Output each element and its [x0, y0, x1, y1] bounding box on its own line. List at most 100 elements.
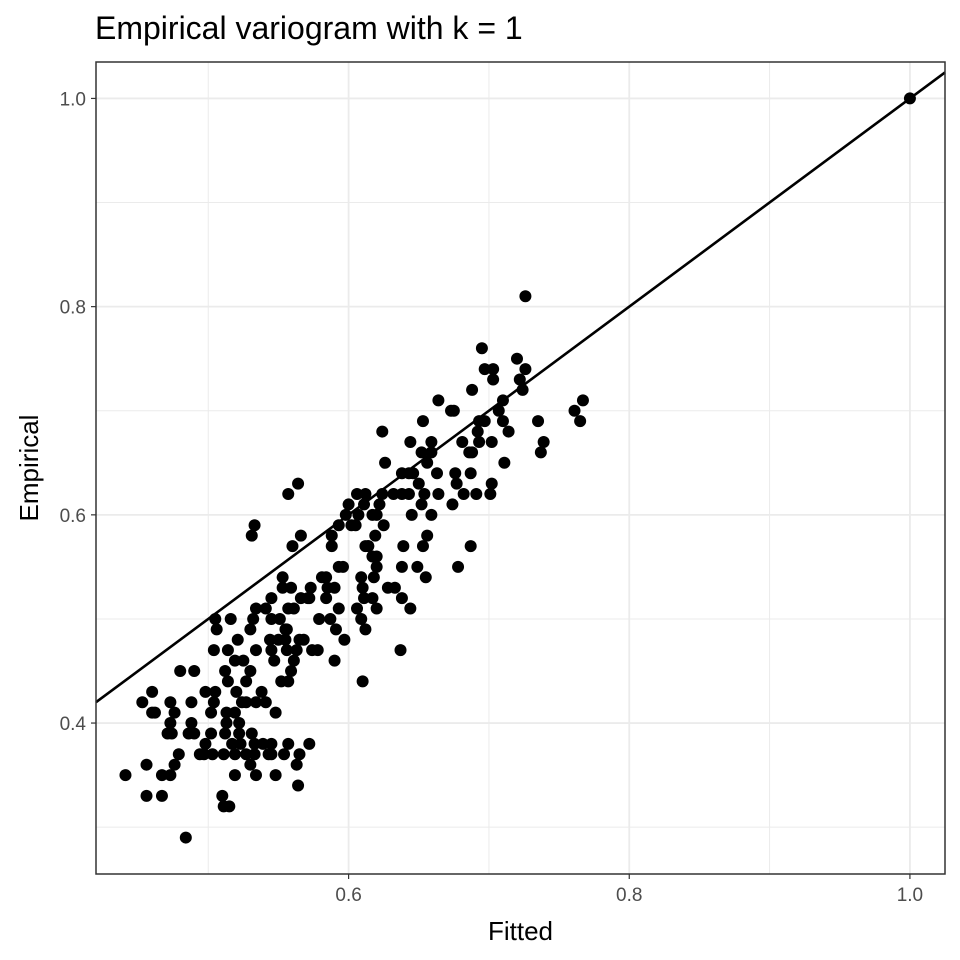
panel-border — [95, 61, 946, 875]
data-point — [249, 769, 262, 782]
data-point — [464, 467, 477, 480]
data-point — [304, 581, 317, 594]
data-point — [265, 592, 278, 605]
data-point — [487, 373, 500, 386]
x-tick-label: 0.8 — [616, 885, 642, 906]
data-point — [351, 602, 364, 615]
data-point — [282, 737, 295, 750]
data-point — [269, 769, 282, 782]
data-point — [259, 602, 272, 615]
data-point — [119, 769, 132, 782]
data-point — [193, 748, 206, 761]
data-point — [397, 540, 410, 553]
data-point — [320, 592, 333, 605]
data-point — [249, 696, 262, 709]
data-point — [473, 435, 486, 448]
data-point — [485, 477, 498, 490]
data-point — [280, 644, 293, 657]
data-point — [188, 727, 201, 740]
data-point — [285, 665, 298, 677]
y-axis-title: Empirical — [14, 415, 44, 522]
data-point — [328, 581, 341, 594]
data-point — [294, 529, 307, 542]
data-point — [223, 800, 236, 813]
data-point — [285, 581, 298, 594]
data-point — [359, 488, 372, 501]
data-point — [290, 758, 303, 771]
data-point — [356, 675, 369, 688]
data-point — [394, 644, 407, 657]
data-point — [574, 415, 587, 428]
data-point — [210, 623, 223, 636]
data-point — [421, 529, 434, 542]
data-point — [369, 529, 382, 542]
data-point — [164, 696, 177, 709]
data-point — [487, 363, 500, 376]
data-point — [256, 737, 269, 750]
data-point — [537, 435, 550, 448]
data-point — [404, 435, 417, 448]
x-tick-label: 0.6 — [335, 885, 361, 906]
data-point — [395, 560, 408, 573]
data-point — [293, 748, 306, 761]
data-point — [416, 415, 429, 428]
data-point — [519, 290, 532, 303]
chart-title: Empirical variogram with k = 1 — [95, 10, 523, 46]
data-point — [498, 456, 511, 469]
data-point — [233, 727, 246, 740]
data-point — [425, 508, 438, 521]
data-point — [320, 571, 333, 584]
data-point — [432, 394, 445, 407]
data-point — [903, 92, 916, 105]
data-point — [172, 748, 185, 761]
data-point — [199, 685, 212, 698]
data-point — [445, 404, 458, 417]
data-point — [359, 623, 372, 636]
data-point — [387, 488, 400, 501]
data-point — [351, 488, 364, 501]
data-point — [475, 342, 488, 355]
data-point — [446, 498, 459, 511]
data-point — [450, 477, 463, 490]
data-point — [373, 498, 386, 511]
data-point — [412, 477, 425, 490]
data-point — [297, 633, 310, 646]
data-point — [207, 696, 220, 709]
data-point — [355, 612, 368, 625]
data-point — [276, 571, 289, 584]
y-tick-label: 0.8 — [60, 298, 86, 319]
data-point — [339, 508, 352, 521]
data-point — [405, 508, 418, 521]
data-point — [419, 571, 432, 584]
data-point — [370, 560, 383, 573]
data-point — [325, 540, 338, 553]
data-point — [415, 498, 428, 511]
data-point — [388, 581, 401, 594]
data-point — [248, 737, 261, 750]
data-point — [352, 508, 365, 521]
data-point — [206, 748, 219, 761]
data-point — [240, 748, 253, 761]
data-point — [217, 748, 230, 761]
data-point — [164, 717, 177, 730]
data-point — [516, 383, 529, 396]
data-point — [478, 363, 491, 376]
data-point — [140, 789, 153, 802]
data-point — [228, 654, 241, 667]
data-point — [231, 633, 244, 646]
data-point — [255, 685, 268, 698]
data-point — [262, 748, 275, 761]
data-point — [265, 644, 278, 657]
data-point — [264, 633, 277, 646]
data-point — [230, 685, 243, 698]
axis-ticks: 0.6 0.8 1.0 0.4 0.6 0.8 1.0 — [60, 89, 924, 906]
data-point — [449, 467, 462, 480]
data-point — [466, 383, 479, 396]
data-point — [265, 737, 278, 750]
data-point — [228, 769, 241, 782]
data-point — [248, 519, 261, 532]
y-tick-label: 0.4 — [60, 714, 87, 735]
y-tick-label: 0.6 — [60, 506, 86, 527]
data-point — [418, 488, 431, 501]
data-point — [240, 675, 253, 688]
